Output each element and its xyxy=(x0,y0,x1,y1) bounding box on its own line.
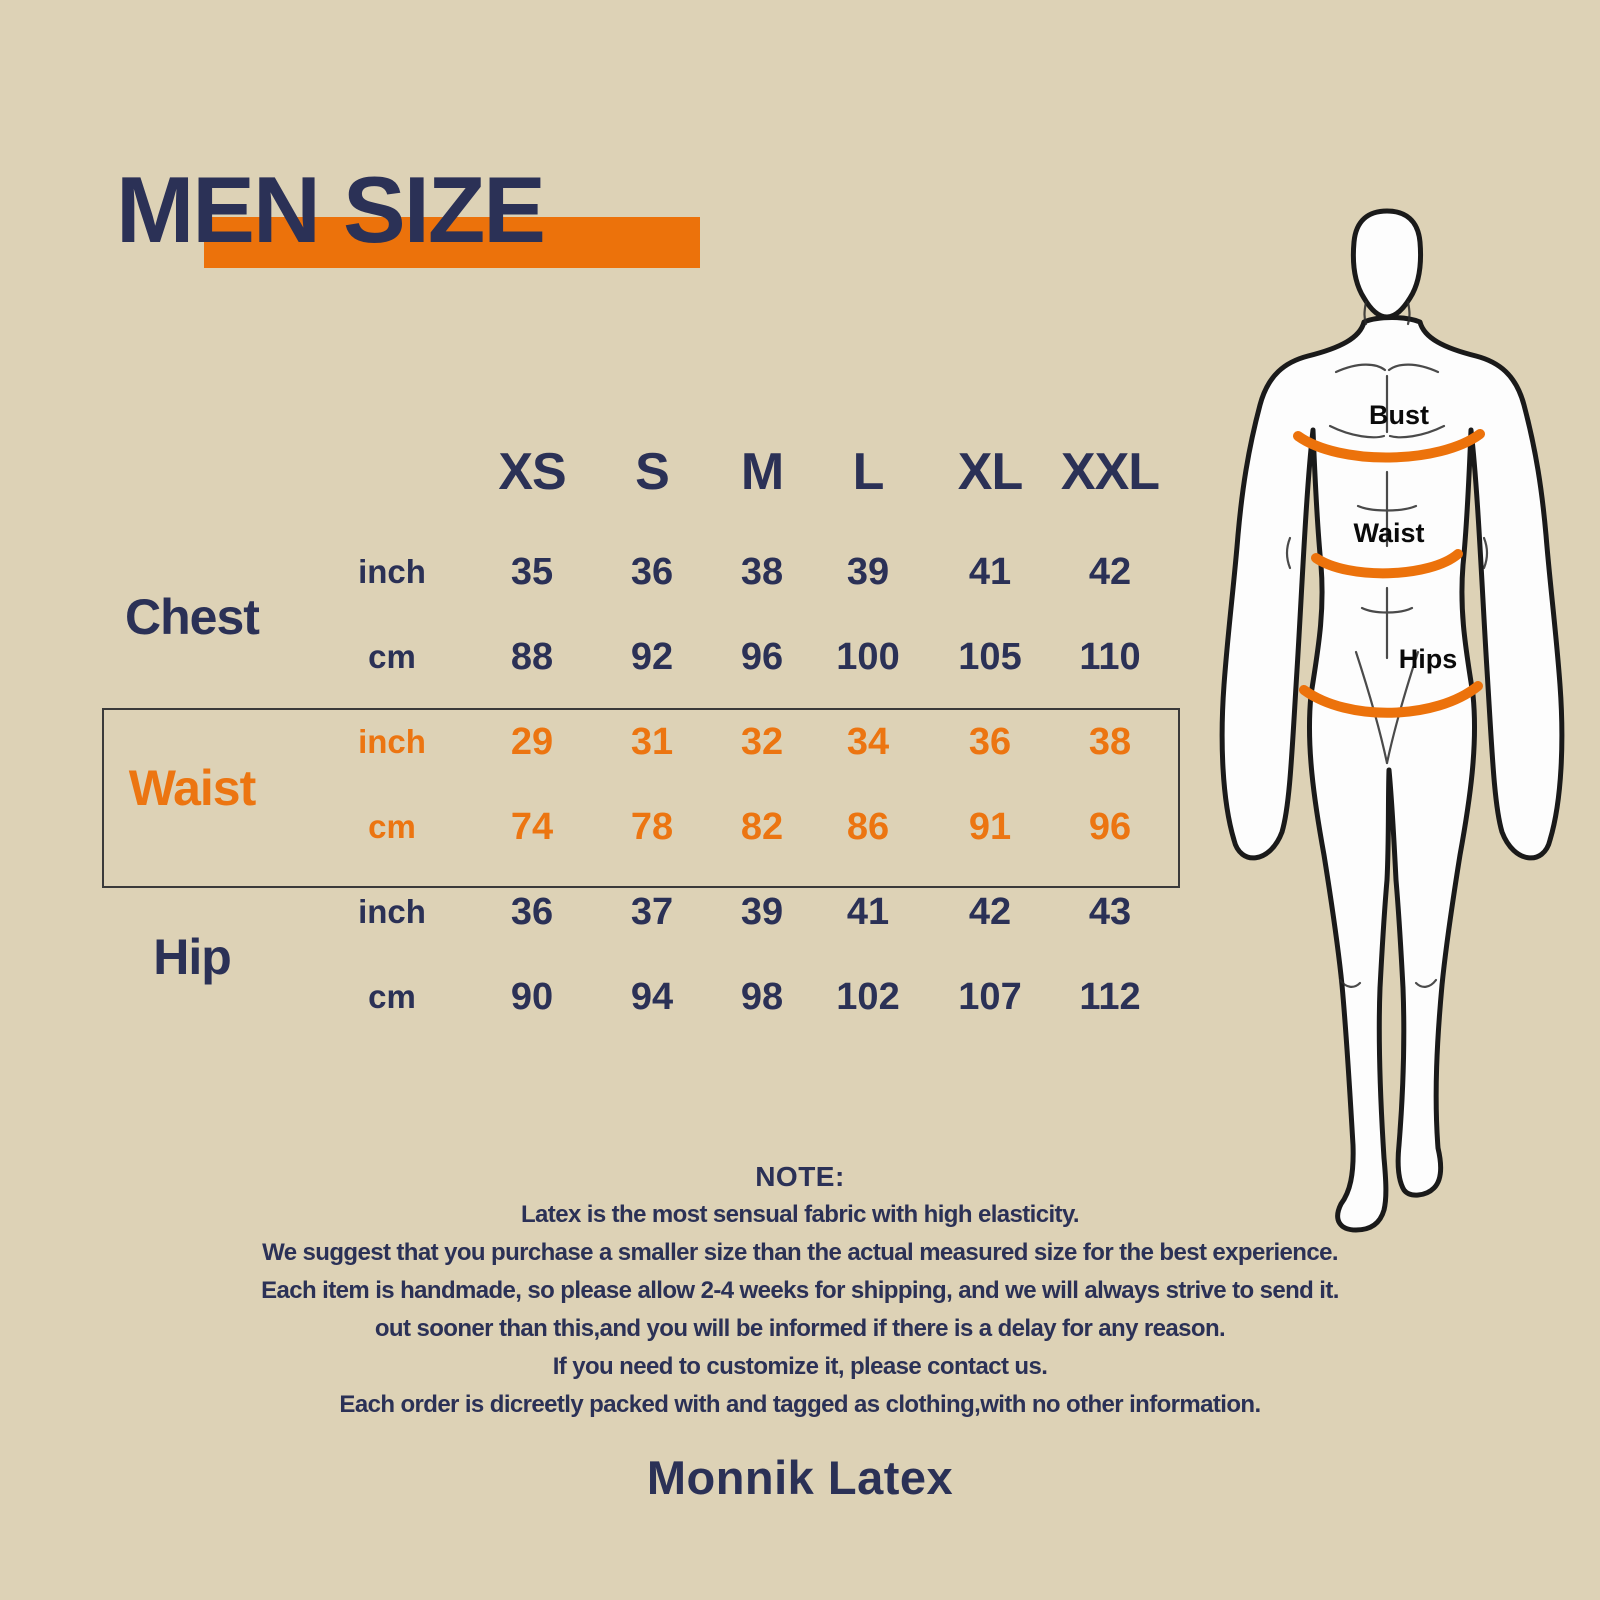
table-cell: 42 xyxy=(968,890,1012,933)
size-column-header-l: L xyxy=(852,443,885,501)
size-header-row: XS S M L XL XXL xyxy=(0,440,1600,504)
table-cell: 38 xyxy=(1088,720,1132,763)
size-column-header-xl: XL xyxy=(957,443,1023,501)
table-cell: 32 xyxy=(740,720,784,763)
note-line: Latex is the most sensual fabric with hi… xyxy=(521,1201,1080,1228)
table-cell: 82 xyxy=(740,805,784,848)
table-cell: 96 xyxy=(740,635,784,678)
size-column-header-xxl: XXL xyxy=(1060,443,1160,501)
unit-label: cm xyxy=(368,638,416,675)
table-cell: 105 xyxy=(958,635,1022,678)
table-cell: 98 xyxy=(740,975,784,1018)
table-row-hip-cm: cm 90 94 98 102 107 112 xyxy=(0,967,1600,1027)
table-cell: 36 xyxy=(510,890,554,933)
head-outline xyxy=(1350,208,1424,320)
size-column-header-s: S xyxy=(635,443,670,501)
waist-band xyxy=(1311,549,1463,579)
table-cell: 39 xyxy=(846,550,890,593)
table-row-waist-cm: cm 74 78 82 86 91 96 xyxy=(0,797,1600,857)
table-cell: 29 xyxy=(510,720,554,763)
table-cell: 92 xyxy=(630,635,674,678)
table-cell: 37 xyxy=(630,890,674,933)
unit-label: cm xyxy=(368,808,416,845)
table-cell: 43 xyxy=(1088,890,1132,933)
waist-highlight-box xyxy=(102,708,1180,888)
table-cell: 88 xyxy=(510,635,554,678)
row-group-label-chest: Chest xyxy=(125,589,260,645)
table-cell: 91 xyxy=(968,805,1012,848)
table-cell: 36 xyxy=(630,550,674,593)
row-group-label-hip: Hip xyxy=(153,929,232,985)
table-cell: 110 xyxy=(1079,635,1141,678)
table-cell: 74 xyxy=(510,805,554,848)
note-block: NOTE: Latex is the most sensual fabric w… xyxy=(0,1158,1600,1424)
table-cell: 86 xyxy=(846,805,890,848)
table-cell: 34 xyxy=(846,720,890,763)
table-cell: 94 xyxy=(630,975,674,1018)
table-cell: 41 xyxy=(968,550,1012,593)
table-cell: 39 xyxy=(740,890,784,933)
bust-band xyxy=(1293,429,1485,463)
table-cell: 42 xyxy=(1088,550,1132,593)
size-column-header-m: M xyxy=(740,443,784,501)
unit-label: inch xyxy=(358,553,426,590)
table-cell: 38 xyxy=(740,550,784,593)
title-accent-bar xyxy=(204,217,700,268)
bust-label: Bust xyxy=(1369,400,1429,430)
table-row-waist-inch: inch 29 31 32 34 36 38 xyxy=(0,712,1600,772)
table-cell: 102 xyxy=(836,975,900,1018)
table-cell: 112 xyxy=(1079,975,1141,1018)
unit-label: cm xyxy=(368,978,416,1015)
note-heading: NOTE: xyxy=(755,1161,845,1192)
table-cell: 41 xyxy=(846,890,890,933)
table-cell: 36 xyxy=(968,720,1012,763)
table-cell: 100 xyxy=(836,635,900,678)
note-line: If you need to customize it, please cont… xyxy=(552,1353,1048,1380)
hips-band xyxy=(1299,681,1483,718)
note-line: out sooner than this,and you will be inf… xyxy=(374,1315,1226,1342)
unit-label: inch xyxy=(358,893,426,930)
size-column-header-xs: XS xyxy=(498,443,566,501)
male-body-figure: Bust Waist Hips xyxy=(1219,208,1565,1233)
row-group-label-waist: Waist xyxy=(128,760,257,816)
table-cell: 96 xyxy=(1088,805,1132,848)
unit-label: inch xyxy=(358,723,426,760)
waist-label: Waist xyxy=(1353,518,1424,548)
body-detail-lines xyxy=(1285,300,1489,988)
table-row-hip-inch: inch 36 37 39 41 42 43 xyxy=(0,882,1600,942)
measurement-bands xyxy=(1293,429,1485,718)
table-cell: 31 xyxy=(630,720,674,763)
note-line: Each order is dicreetly packed with and … xyxy=(339,1391,1261,1418)
page-title: MEN SIZE xyxy=(116,157,546,262)
note-line: We suggest that you purchase a smaller s… xyxy=(262,1239,1338,1266)
brand-name: Monnik Latex xyxy=(646,1451,954,1504)
table-cell: 90 xyxy=(510,975,554,1018)
note-line: Each item is handmade, so please allow 2… xyxy=(261,1277,1339,1304)
table-row-chest-inch: inch 35 36 38 39 41 42 xyxy=(0,542,1600,602)
table-cell: 107 xyxy=(958,975,1022,1018)
table-cell: 78 xyxy=(630,805,674,848)
body-outline xyxy=(1219,315,1565,1233)
hips-label: Hips xyxy=(1399,644,1458,674)
table-row-chest-cm: cm 88 92 96 100 105 110 xyxy=(0,627,1600,687)
table-cell: 35 xyxy=(510,550,554,593)
